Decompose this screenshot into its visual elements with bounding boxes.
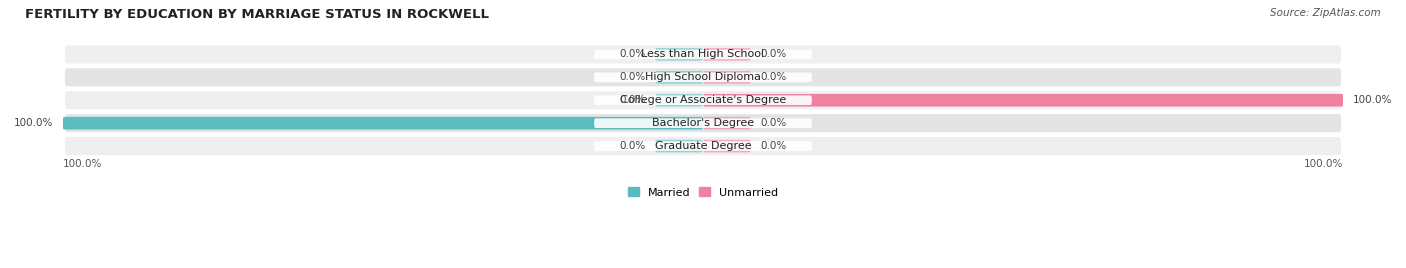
Text: 0.0%: 0.0% (761, 72, 787, 82)
FancyBboxPatch shape (63, 136, 1343, 156)
FancyBboxPatch shape (703, 71, 751, 84)
Text: 0.0%: 0.0% (619, 95, 645, 105)
Text: 0.0%: 0.0% (619, 49, 645, 59)
FancyBboxPatch shape (655, 94, 703, 107)
FancyBboxPatch shape (63, 113, 1343, 133)
Text: Graduate Degree: Graduate Degree (655, 141, 751, 151)
FancyBboxPatch shape (595, 50, 811, 59)
FancyBboxPatch shape (595, 141, 811, 151)
FancyBboxPatch shape (703, 140, 751, 152)
FancyBboxPatch shape (63, 67, 1343, 87)
Text: Source: ZipAtlas.com: Source: ZipAtlas.com (1270, 8, 1381, 18)
Text: 100.0%: 100.0% (62, 159, 101, 169)
Text: 100.0%: 100.0% (1305, 159, 1344, 169)
Text: 0.0%: 0.0% (761, 49, 787, 59)
Text: 0.0%: 0.0% (619, 141, 645, 151)
Text: 100.0%: 100.0% (14, 118, 53, 128)
FancyBboxPatch shape (655, 140, 703, 152)
Text: 0.0%: 0.0% (761, 118, 787, 128)
Legend: Married, Unmarried: Married, Unmarried (627, 187, 779, 198)
Text: High School Diploma: High School Diploma (645, 72, 761, 82)
Text: 0.0%: 0.0% (619, 72, 645, 82)
Text: 100.0%: 100.0% (1353, 95, 1392, 105)
FancyBboxPatch shape (655, 71, 703, 84)
FancyBboxPatch shape (595, 73, 811, 82)
FancyBboxPatch shape (655, 48, 703, 61)
Text: 0.0%: 0.0% (761, 141, 787, 151)
FancyBboxPatch shape (703, 117, 751, 129)
Text: Less than High School: Less than High School (641, 49, 765, 59)
Text: Bachelor's Degree: Bachelor's Degree (652, 118, 754, 128)
FancyBboxPatch shape (703, 48, 751, 61)
Text: FERTILITY BY EDUCATION BY MARRIAGE STATUS IN ROCKWELL: FERTILITY BY EDUCATION BY MARRIAGE STATU… (25, 8, 489, 21)
FancyBboxPatch shape (62, 117, 703, 129)
FancyBboxPatch shape (595, 118, 811, 128)
FancyBboxPatch shape (63, 90, 1343, 110)
Text: College or Associate's Degree: College or Associate's Degree (620, 95, 786, 105)
FancyBboxPatch shape (703, 94, 1344, 107)
FancyBboxPatch shape (63, 44, 1343, 65)
FancyBboxPatch shape (595, 95, 811, 105)
